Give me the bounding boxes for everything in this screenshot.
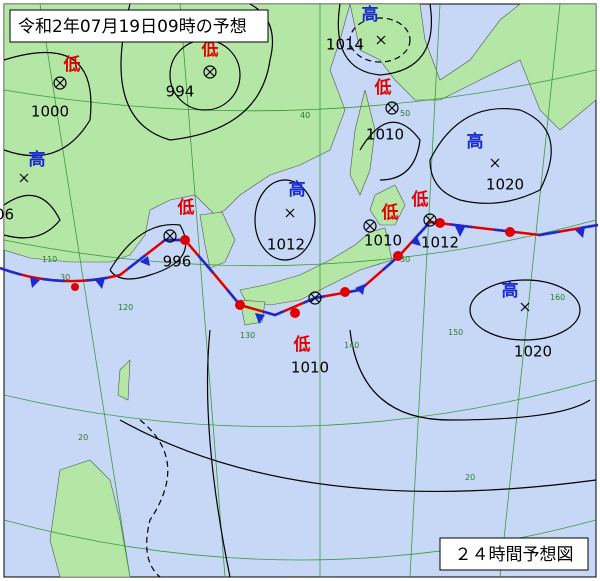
- system-symbol: 低: [63, 54, 81, 75]
- grid-label: 120: [118, 303, 133, 312]
- isobar: [3, 51, 92, 157]
- grid-label: 130: [240, 331, 255, 340]
- lat-line: [3, 379, 597, 427]
- title-box: [9, 9, 269, 43]
- grid-label: 160: [550, 293, 565, 302]
- pressure-label: 996: [163, 253, 192, 271]
- system-symbol: 高: [289, 179, 306, 200]
- grid-label: 50: [400, 109, 410, 118]
- isobar: [119, 419, 597, 492]
- isobar: [337, 3, 432, 76]
- system-symbol: 高: [502, 280, 519, 301]
- lon-line: [499, 3, 561, 578]
- grid-label: 20: [78, 433, 88, 442]
- front: [0, 218, 599, 324]
- isobar: [109, 223, 187, 280]
- grid-label: 110: [42, 255, 57, 264]
- lon-line: [39, 3, 131, 578]
- system-symbol: 高: [467, 131, 484, 152]
- pressure-label: 1006: [0, 206, 14, 224]
- lon-line: [409, 3, 441, 578]
- pressure-label: 1010: [291, 359, 329, 377]
- pressure-label: 1020: [486, 176, 524, 194]
- labels: 高 1014 低 1000 低 994 低 1010 高 1020 高 1006 高 1012 低 996 低 1…: [0, 4, 565, 482]
- system-symbol: 低: [411, 189, 429, 210]
- system-symbol: 低: [177, 197, 195, 218]
- pressure-label: 1014: [326, 36, 364, 54]
- isobar: [139, 419, 169, 578]
- pressure-label: 1000: [31, 103, 69, 121]
- system-symbol: 高: [362, 4, 379, 25]
- isobar: [469, 279, 581, 341]
- pressure-label: 1012: [267, 236, 305, 254]
- front-line: [0, 220, 599, 317]
- footer: ２４時間予想図: [455, 545, 574, 565]
- pressure-label: 994: [166, 83, 195, 101]
- system-symbol: 低: [374, 77, 392, 98]
- centers: [19, 35, 530, 312]
- isobar: [120, 3, 274, 141]
- lat-line: [3, 219, 597, 267]
- lat-line: [3, 69, 597, 112]
- grid-label: 30: [400, 255, 410, 264]
- grid-label: 40: [300, 111, 310, 120]
- title: 令和2年07月19日09時の予想: [18, 17, 247, 37]
- isobar: [254, 179, 316, 261]
- grid-label: 140: [344, 341, 359, 350]
- isobars: [3, 3, 597, 578]
- isobar: [349, 329, 591, 421]
- cold-marks: [30, 226, 585, 324]
- isobar: [206, 329, 231, 578]
- isobar: [429, 108, 552, 204]
- system-symbol: 低: [201, 39, 219, 60]
- system-symbol: 低: [293, 334, 311, 355]
- grid-label: 150: [448, 328, 463, 337]
- warm-marks: [71, 218, 515, 318]
- lon-line: [179, 3, 226, 578]
- pressure-label: 1010: [364, 232, 402, 250]
- grid-label: 30: [60, 273, 70, 282]
- land: [3, 3, 597, 578]
- isobar: [3, 194, 61, 239]
- grid-label: 20: [465, 473, 475, 482]
- system-symbol: 高: [29, 149, 46, 170]
- isobar: [359, 121, 421, 181]
- isobar: [349, 17, 411, 63]
- graticule: [3, 3, 597, 578]
- system-symbol: 低: [381, 202, 399, 223]
- pressure-label: 1012: [421, 234, 459, 252]
- footer-box: [439, 537, 589, 571]
- pressure-label: 1020: [514, 343, 552, 361]
- pressure-label: 1010: [366, 126, 404, 144]
